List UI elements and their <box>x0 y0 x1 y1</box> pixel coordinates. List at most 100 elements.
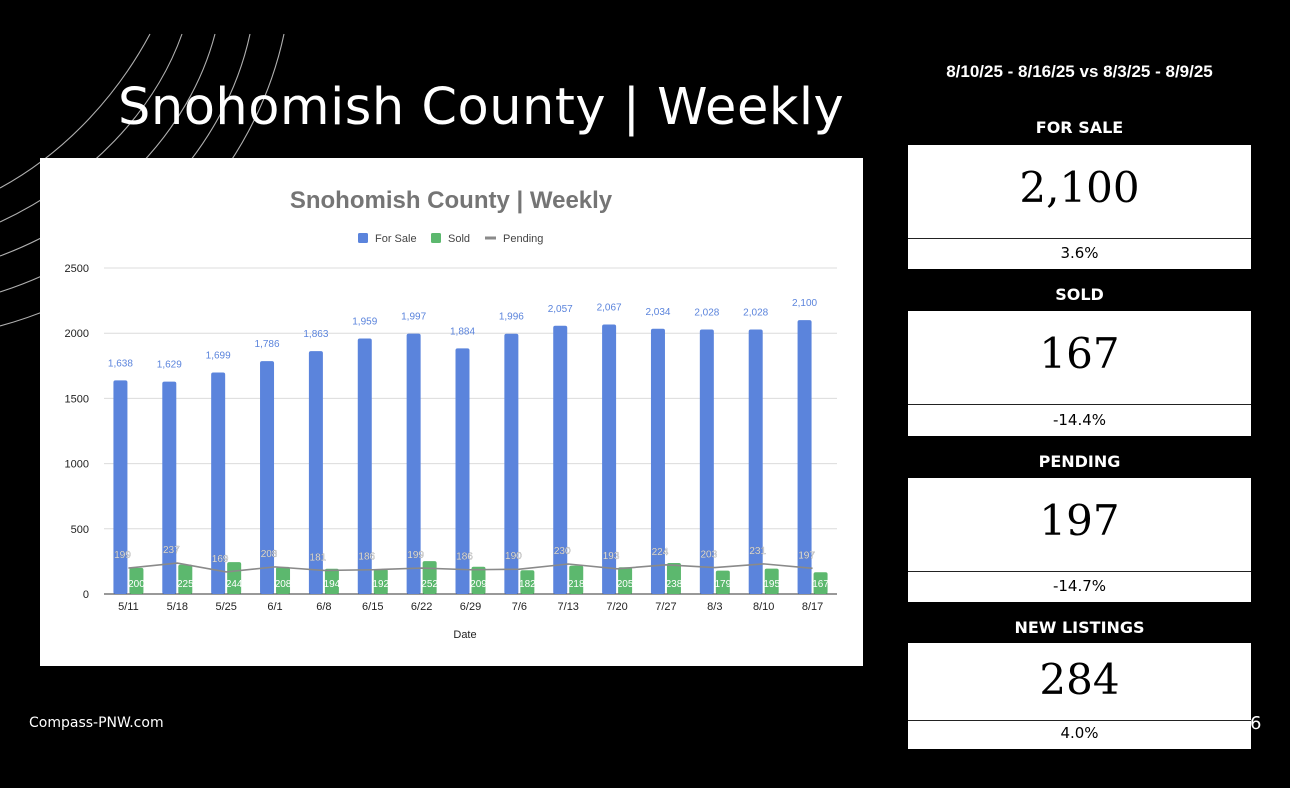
y-tick-label: 500 <box>71 524 89 536</box>
x-tick-label: 8/3 <box>707 601 722 613</box>
bar-sold <box>618 567 633 594</box>
data-label-sold: 195 <box>763 579 780 590</box>
data-label-pending: 199 <box>407 550 424 561</box>
data-label-sold: 194 <box>324 579 341 590</box>
data-label-sold: 238 <box>666 579 683 590</box>
legend-sold-swatch <box>431 233 441 243</box>
x-tick-label: 5/18 <box>167 601 188 613</box>
bar-for-sale <box>455 348 470 594</box>
data-label-pending: 197 <box>798 550 815 561</box>
legend-for-sale-swatch <box>358 233 368 243</box>
bar-for-sale <box>162 381 177 594</box>
data-label-sold: 244 <box>226 579 243 590</box>
data-label-sold: 208 <box>275 579 292 590</box>
bar-sold <box>324 568 339 594</box>
data-label-sold: 179 <box>714 579 731 590</box>
new-listings-card: 284 4.0% <box>908 643 1251 749</box>
data-label-pending: 230 <box>554 546 571 557</box>
data-label-sold: 209 <box>470 579 487 590</box>
divider <box>908 238 1251 239</box>
bar-sold <box>178 564 193 594</box>
bar-sold <box>129 567 144 594</box>
bar-for-sale <box>650 328 665 594</box>
data-label-sold: 200 <box>128 579 145 590</box>
data-label-sold: 182 <box>519 579 536 590</box>
pending-change: -14.7% <box>1052 577 1107 595</box>
bar-for-sale <box>211 372 226 594</box>
bar-for-sale <box>504 333 519 594</box>
data-label-pending: 237 <box>163 545 180 556</box>
new-listings-change: 4.0% <box>1060 724 1099 742</box>
x-tick-label: 7/20 <box>606 601 627 613</box>
data-label-for-sale: 1,996 <box>499 312 524 323</box>
for-sale-value: 2,100 <box>1019 163 1140 212</box>
bar-sold <box>715 570 730 594</box>
data-label-for-sale: 1,884 <box>450 326 475 337</box>
data-label-pending: 199 <box>114 550 131 561</box>
data-label-pending: 186 <box>358 552 375 563</box>
x-tick-label: 5/11 <box>118 601 139 613</box>
legend-for-sale-label: For Sale <box>375 233 417 245</box>
bar-for-sale <box>602 324 617 594</box>
data-label-sold: 167 <box>812 579 829 590</box>
pending-label: PENDING <box>1038 452 1121 471</box>
data-label-for-sale: 2,067 <box>597 302 622 313</box>
bar-sold <box>471 566 486 594</box>
x-tick-label: 6/1 <box>267 601 282 613</box>
bar-for-sale <box>357 338 372 594</box>
bar-sold <box>666 562 681 594</box>
data-label-for-sale: 1,997 <box>401 312 426 323</box>
x-axis-title: Date <box>453 629 476 641</box>
data-label-for-sale: 1,629 <box>157 360 182 371</box>
data-label-pending: 231 <box>749 546 766 557</box>
y-tick-label: 0 <box>83 589 89 601</box>
data-label-for-sale: 2,028 <box>694 308 719 319</box>
y-tick-label: 1000 <box>65 459 89 471</box>
data-label-pending: 169 <box>212 554 229 565</box>
x-tick-label: 6/15 <box>362 601 383 613</box>
for-sale-label: FOR SALE <box>1035 118 1124 137</box>
data-label-sold: 225 <box>177 579 194 590</box>
data-label-for-sale: 2,057 <box>548 304 573 315</box>
page-title: Snohomish County | Weekly <box>118 78 845 137</box>
comparison-period: 8/10/25 - 8/16/25 vs 8/3/25 - 8/9/25 <box>946 62 1213 81</box>
new-listings-value: 284 <box>1039 655 1120 704</box>
bar-sold <box>569 565 584 594</box>
pending-card: 197 -14.7% <box>908 478 1251 602</box>
footer-website: Compass-PNW.com <box>29 715 164 731</box>
data-label-pending: 208 <box>261 549 278 560</box>
bar-for-sale <box>406 333 421 594</box>
bar-for-sale <box>308 351 323 594</box>
data-label-for-sale: 1,638 <box>108 358 133 369</box>
series-line-pending <box>128 562 813 573</box>
data-label-pending: 193 <box>603 551 620 562</box>
bar-sold <box>373 568 388 594</box>
data-label-pending: 224 <box>652 547 669 558</box>
chart-panel: Snohomish County | Weekly For Sale Sold Pen… <box>40 158 863 666</box>
sold-card: 167 -14.4% <box>908 311 1251 436</box>
chart-title: Snohomish County | Weekly <box>290 187 613 214</box>
data-label-for-sale: 1,959 <box>352 317 377 328</box>
sold-change: -14.4% <box>1052 411 1107 429</box>
sold-value: 167 <box>1039 329 1120 378</box>
x-tick-label: 6/8 <box>316 601 331 613</box>
divider <box>908 720 1251 721</box>
bar-for-sale <box>797 320 812 594</box>
bar-sold <box>813 572 828 594</box>
data-label-for-sale: 2,028 <box>743 308 768 319</box>
weekly-chart: Snohomish County | Weekly For Sale Sold Pen… <box>65 187 837 641</box>
x-tick-label: 7/6 <box>512 601 527 613</box>
x-tick-label: 8/17 <box>802 601 823 613</box>
bar-sold <box>764 568 779 594</box>
x-tick-label: 6/29 <box>460 601 481 613</box>
data-label-for-sale: 2,100 <box>792 298 817 309</box>
x-tick-label: 7/27 <box>655 601 676 613</box>
data-label-sold: 205 <box>617 579 634 590</box>
data-label-sold: 218 <box>568 579 585 590</box>
bar-for-sale <box>260 361 275 594</box>
new-listings-label: NEW LISTINGS <box>1014 618 1145 637</box>
data-label-pending: 186 <box>456 552 473 563</box>
y-tick-label: 2500 <box>65 263 89 275</box>
divider <box>908 404 1251 405</box>
x-tick-label: 5/25 <box>215 601 236 613</box>
